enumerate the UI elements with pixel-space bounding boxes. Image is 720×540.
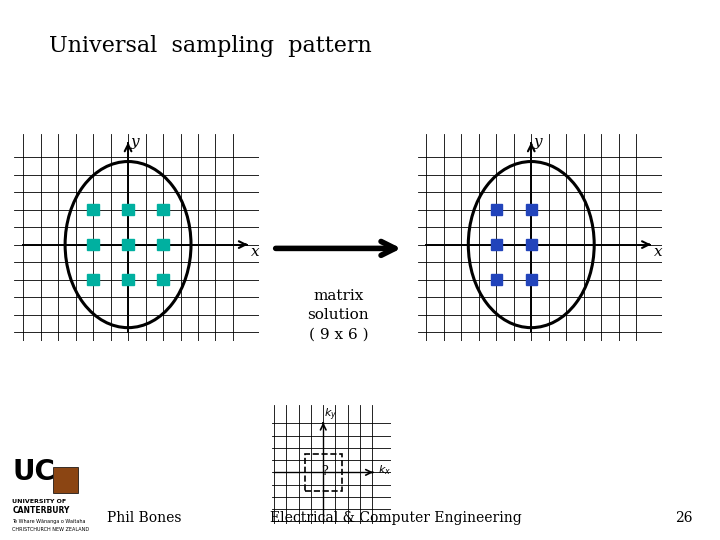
Bar — [53, 467, 78, 493]
Text: UC: UC — [12, 458, 55, 486]
Text: CANTERBURY: CANTERBURY — [12, 507, 70, 516]
Text: y: y — [534, 136, 542, 149]
Bar — [158, 274, 168, 285]
Text: $k_x$: $k_x$ — [378, 463, 392, 477]
Text: $k_y$: $k_y$ — [325, 407, 338, 423]
Bar — [491, 274, 502, 285]
Text: ?: ? — [321, 465, 328, 478]
Bar — [122, 204, 134, 215]
Bar — [122, 274, 134, 285]
Bar — [158, 239, 168, 250]
Text: CHRISTCHURCH NEW ZEALAND: CHRISTCHURCH NEW ZEALAND — [12, 527, 89, 532]
Text: Phil Bones: Phil Bones — [107, 511, 181, 525]
Bar — [88, 204, 99, 215]
Text: y: y — [130, 136, 139, 149]
Bar — [491, 204, 502, 215]
Bar — [88, 274, 99, 285]
Text: UNIVERSITY OF: UNIVERSITY OF — [12, 499, 66, 504]
Text: Electrical & Computer Engineering: Electrical & Computer Engineering — [270, 511, 522, 525]
Text: x: x — [251, 246, 259, 259]
Bar — [122, 239, 134, 250]
Bar — [88, 239, 99, 250]
Bar — [526, 239, 537, 250]
Text: Te Whare Wānanga o Waitaha: Te Whare Wānanga o Waitaha — [12, 519, 86, 524]
Text: 26: 26 — [675, 511, 693, 525]
Bar — [526, 274, 537, 285]
Text: matrix
solution
( 9 x 6 ): matrix solution ( 9 x 6 ) — [307, 289, 369, 342]
Bar — [491, 239, 502, 250]
Bar — [526, 204, 537, 215]
Bar — [305, 454, 341, 491]
Text: x: x — [654, 246, 662, 259]
Bar — [158, 204, 168, 215]
Text: Universal  sampling  pattern: Universal sampling pattern — [49, 35, 372, 57]
